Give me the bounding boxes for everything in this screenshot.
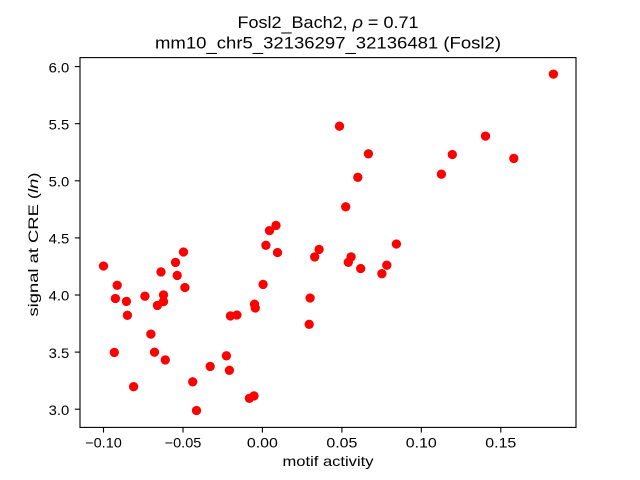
svg-text:0.10: 0.10 <box>406 435 437 451</box>
svg-text:0.05: 0.05 <box>326 435 357 451</box>
svg-text:signal at CRE (ln): signal at CRE (ln) <box>25 173 41 317</box>
svg-text:6.0: 6.0 <box>49 59 70 75</box>
svg-text:−0.05: −0.05 <box>165 435 202 451</box>
svg-text:3.5: 3.5 <box>49 345 70 361</box>
svg-text:4.0: 4.0 <box>49 288 70 304</box>
svg-text:4.5: 4.5 <box>49 231 70 247</box>
svg-text:3.0: 3.0 <box>49 402 70 418</box>
svg-text:5.0: 5.0 <box>49 174 70 190</box>
svg-text:5.5: 5.5 <box>49 116 70 132</box>
svg-text:0.15: 0.15 <box>485 435 516 451</box>
svg-text:0.00: 0.00 <box>247 435 278 451</box>
svg-text:−0.10: −0.10 <box>85 435 122 451</box>
svg-text:motif activity: motif activity <box>283 453 374 469</box>
svg-text:mm10_chr5_32136297_32136481 (F: mm10 _chr5 _32136297 _32136481 (Fosl2) <box>155 33 501 54</box>
svg-text:Fosl2_Bach2, ρ = 0.71: Fosl2 _Bach2, ρ = 0.71 <box>238 13 419 34</box>
